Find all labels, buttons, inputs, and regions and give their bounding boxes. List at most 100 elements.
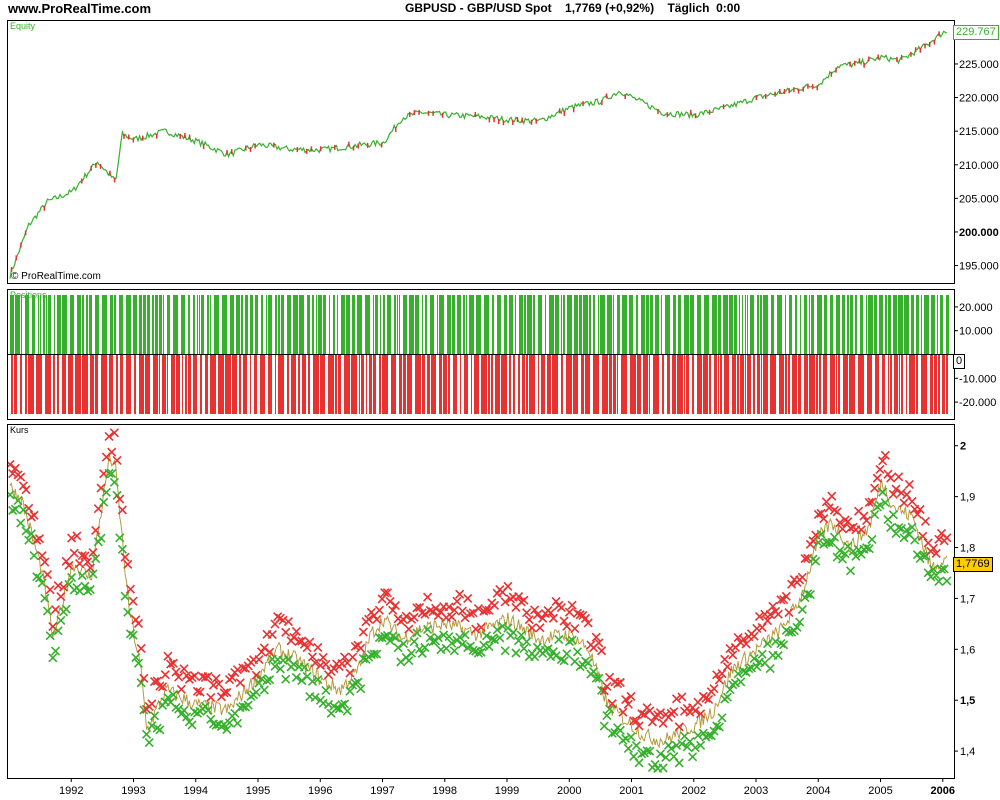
short-entry-marker [768, 601, 778, 611]
short-entry-marker [254, 654, 264, 665]
short-entry-marker [749, 631, 759, 641]
long-entry-marker [597, 685, 607, 695]
kurs-panel[interactable]: Kurs [7, 424, 955, 779]
long-entry-marker [637, 749, 647, 759]
long-entry-marker [795, 617, 805, 627]
position-short-bar [382, 354, 388, 414]
short-entry-marker [107, 447, 117, 457]
position-short-bar [649, 354, 650, 414]
short-entry-marker [920, 516, 931, 526]
short-entry-marker [631, 716, 641, 726]
position-long-bar [617, 295, 620, 355]
short-entry-marker [168, 658, 178, 668]
long-entry-marker [61, 604, 71, 614]
position-long-bar [519, 295, 523, 355]
long-entry-marker [222, 724, 232, 735]
position-short-bar [14, 354, 17, 414]
short-entry-marker [872, 473, 882, 483]
long-entry-marker [548, 647, 558, 657]
position-short-bar [460, 354, 461, 414]
equity-panel[interactable]: Equity © ProRealTime.com [7, 20, 955, 284]
short-entry-marker [878, 456, 888, 466]
position-long-bar [567, 295, 572, 355]
long-entry-marker [412, 628, 422, 638]
short-entry-marker [120, 552, 130, 562]
short-entry-marker [88, 547, 98, 558]
positions-y-tick-label: 10.000 [959, 326, 993, 338]
instrument-header: GBPUSD - GBP/USD Spot 1,7769 (+0,92%) Tä… [405, 1, 740, 15]
short-entry-marker [190, 671, 200, 681]
long-entry-marker [42, 606, 53, 616]
position-long-bar [771, 295, 774, 355]
position-short-bar [291, 354, 296, 414]
x-tick-label: 2005 [868, 785, 892, 797]
position-long-bar [785, 295, 786, 355]
short-entry-marker [489, 600, 500, 611]
position-short-bar [753, 354, 755, 414]
position-short-bar [823, 354, 827, 414]
position-long-bar [574, 295, 578, 355]
short-entry-marker [45, 585, 55, 595]
position-short-bar [335, 354, 337, 414]
long-entry-marker [289, 659, 299, 669]
short-entry-marker [147, 699, 157, 709]
position-long-bar [888, 295, 891, 355]
position-long-bar [795, 295, 797, 355]
short-entry-marker [891, 484, 901, 494]
position-short-bar [101, 354, 107, 414]
long-entry-marker [864, 544, 874, 554]
short-entry-marker [83, 557, 93, 567]
short-entry-marker [449, 605, 459, 615]
site-name[interactable]: www.ProRealTime.com [8, 1, 152, 16]
long-entry-marker [224, 718, 235, 728]
position-short-bar [254, 354, 257, 414]
long-entry-marker [80, 581, 90, 591]
short-entry-marker [784, 607, 794, 618]
position-short-bar [422, 354, 425, 414]
long-entry-marker [136, 678, 146, 688]
long-entry-marker [835, 545, 845, 556]
long-entry-marker [219, 720, 229, 730]
long-entry-marker [923, 568, 933, 578]
long-entry-marker [243, 700, 253, 710]
short-entry-marker [535, 623, 545, 633]
positions-y-tick-label: -20.000 [959, 397, 996, 409]
position-long-bar [893, 295, 897, 355]
short-entry-marker [915, 504, 925, 515]
short-entry-marker [58, 582, 69, 592]
position-short-bar [20, 354, 22, 414]
long-entry-marker [851, 551, 861, 561]
position-long-bar [155, 295, 158, 355]
position-long-bar [139, 295, 142, 355]
short-entry-marker [773, 609, 783, 619]
position-short-bar [788, 354, 790, 414]
long-entry-marker [771, 636, 781, 647]
short-entry-marker [837, 524, 848, 534]
equity-line [9, 30, 948, 279]
long-entry-marker [875, 500, 885, 510]
position-long-bar [346, 295, 350, 355]
position-short-bar [703, 354, 708, 414]
short-entry-marker [559, 616, 569, 626]
long-entry-marker [299, 662, 310, 672]
long-entry-marker [878, 487, 888, 497]
position-short-bar [53, 354, 55, 414]
short-entry-marker [18, 481, 28, 491]
positions-panel[interactable]: Positions [7, 289, 955, 420]
long-entry-marker [24, 535, 34, 545]
long-entry-marker [605, 704, 615, 714]
position-long-bar [409, 295, 414, 355]
short-entry-marker [251, 670, 261, 680]
long-entry-marker [757, 649, 767, 659]
short-entry-marker [56, 592, 66, 602]
short-entry-marker [527, 623, 537, 633]
x-tick-label: 1992 [59, 785, 83, 797]
equity-y-tick-label: 200.000 [959, 227, 999, 239]
watermark: © ProRealTime.com [11, 271, 101, 282]
short-entry-marker [414, 602, 425, 613]
position-short-bar [185, 354, 187, 414]
position-short-bar [561, 354, 563, 414]
long-entry-marker [495, 633, 505, 643]
short-entry-marker [690, 706, 700, 716]
long-entry-marker [500, 646, 510, 656]
